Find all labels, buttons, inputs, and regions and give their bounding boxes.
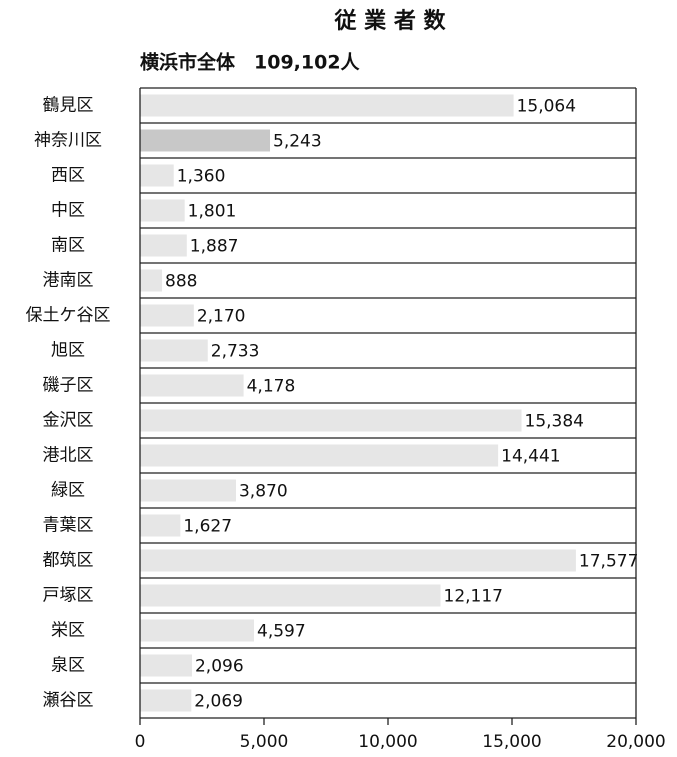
chart-title: 従 業 者 数 <box>334 8 447 34</box>
bar <box>140 654 192 677</box>
value-label: 3,870 <box>239 482 288 502</box>
value-label: 1,801 <box>188 202 237 222</box>
bar <box>140 304 194 327</box>
value-label: 1,627 <box>183 517 232 537</box>
bar <box>140 129 271 152</box>
bar <box>140 199 185 222</box>
value-label: 4,178 <box>247 377 296 397</box>
y-tick-label: 瀬谷区 <box>43 691 94 711</box>
y-tick-label: 旭区 <box>51 341 85 361</box>
y-tick-label: 栄区 <box>51 621 85 641</box>
bar <box>140 549 576 572</box>
y-tick-label: 南区 <box>51 236 85 256</box>
bar <box>140 374 244 397</box>
bar <box>140 514 181 537</box>
value-label: 2,069 <box>194 692 243 712</box>
value-label: 1,887 <box>190 237 239 257</box>
y-tick-label: 青葉区 <box>43 516 94 536</box>
x-tick-label: 0 <box>135 732 146 752</box>
y-tick-label: 磯子区 <box>43 376 94 396</box>
value-label: 15,384 <box>525 412 584 432</box>
x-tick-label: 5,000 <box>240 732 289 752</box>
bar <box>140 269 163 292</box>
bar <box>140 339 208 362</box>
value-label: 14,441 <box>501 447 560 467</box>
y-tick-label: 泉区 <box>51 656 85 676</box>
y-tick-label: 保土ケ谷区 <box>26 306 111 326</box>
value-label: 2,170 <box>197 307 246 327</box>
x-tick-label: 20,000 <box>606 732 665 752</box>
x-tick-label: 10,000 <box>358 732 417 752</box>
bar <box>140 164 174 187</box>
y-tick-label: 西区 <box>51 166 85 186</box>
y-tick-label: 神奈川区 <box>34 131 102 151</box>
chart-subtitle: 横浜市全体 109,102人 <box>140 51 361 74</box>
y-tick-label: 中区 <box>51 201 85 221</box>
bar <box>140 94 514 117</box>
y-tick-label: 緑区 <box>51 481 85 501</box>
value-label: 2,733 <box>211 342 260 362</box>
bar <box>140 479 236 502</box>
bar <box>140 689 192 712</box>
bar <box>140 234 187 257</box>
y-tick-label: 港南区 <box>43 271 94 291</box>
y-tick-label: 戸塚区 <box>43 586 94 606</box>
value-label: 4,597 <box>257 622 306 642</box>
x-tick-label: 15,000 <box>482 732 541 752</box>
value-label: 1,360 <box>177 167 226 187</box>
bar <box>140 409 522 432</box>
y-tick-label: 港北区 <box>43 446 94 466</box>
value-label: 888 <box>165 272 197 292</box>
value-label: 15,064 <box>517 97 576 117</box>
y-tick-label: 金沢区 <box>43 411 94 431</box>
bar <box>140 584 441 607</box>
value-label: 2,096 <box>195 657 244 677</box>
value-label: 5,243 <box>273 132 322 152</box>
value-label: 17,577 <box>579 552 638 572</box>
y-tick-label: 鶴見区 <box>43 96 94 116</box>
y-tick-label: 都筑区 <box>43 551 94 571</box>
bar <box>140 444 499 467</box>
value-label: 12,117 <box>444 587 503 607</box>
bar <box>140 619 255 642</box>
